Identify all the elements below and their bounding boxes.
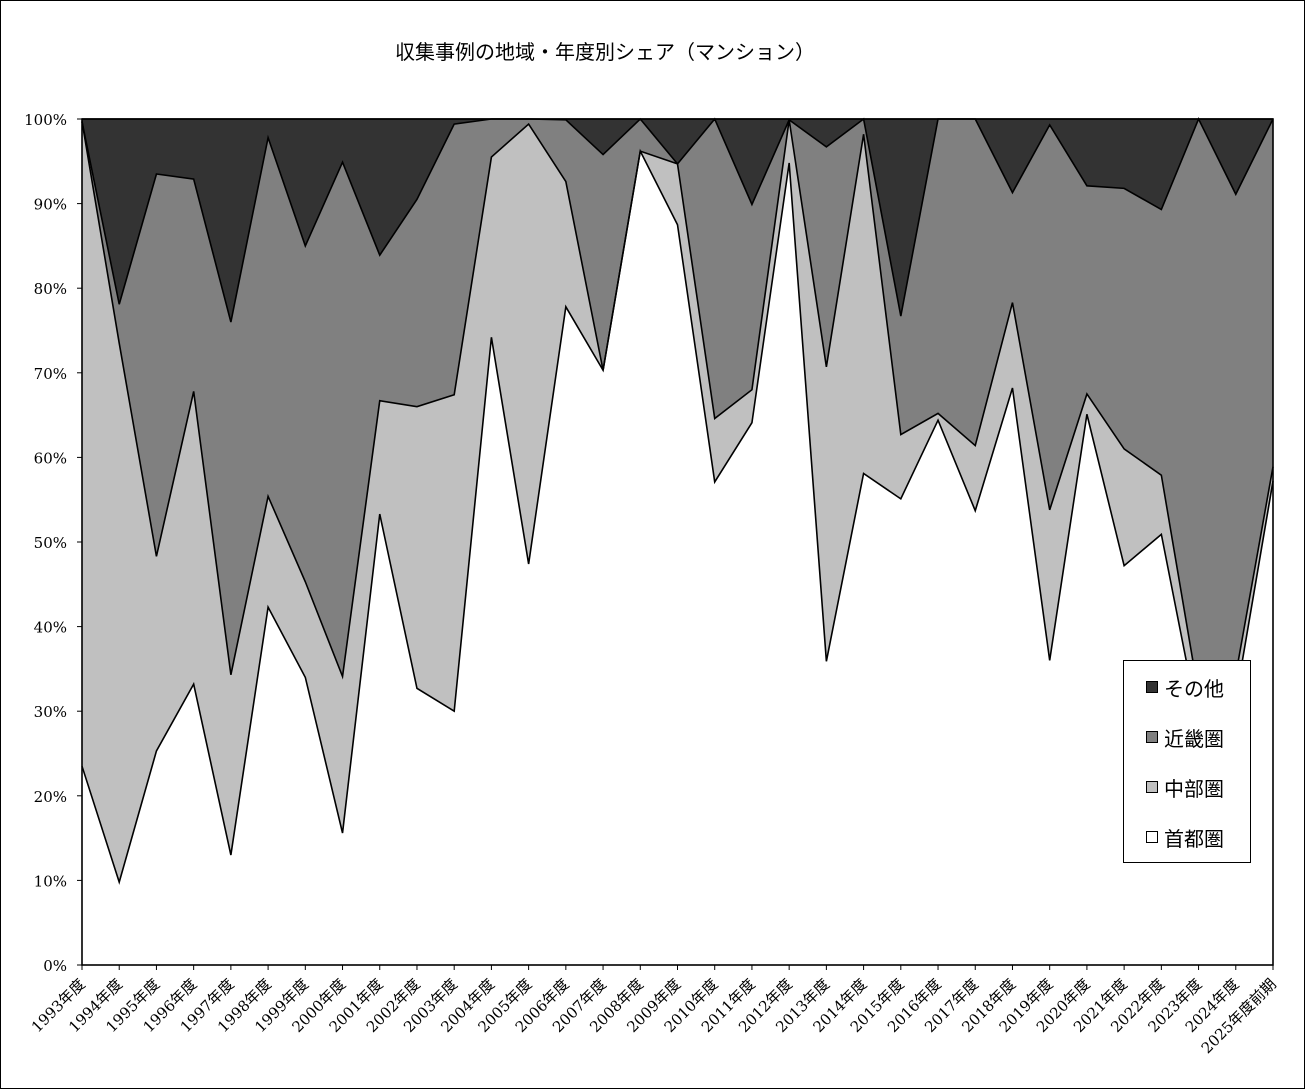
legend-item: 近畿圏 [1146,725,1224,751]
y-tick-label: 0% [43,957,67,975]
legend-label: 首都圏 [1164,826,1224,851]
area-首都圏 [82,151,1273,965]
legend-label: 中部圏 [1164,776,1224,801]
y-tick-label: 50% [34,534,67,552]
y-tick-label: 90% [34,196,67,214]
legend-item: 首都圏 [1146,825,1224,851]
legend-swatch [1146,681,1158,693]
area-その他 [82,119,1273,323]
area-中部圏 [82,119,1273,883]
legend-item: その他 [1146,675,1224,701]
y-tick-label: 100% [24,111,67,129]
y-tick-label: 10% [34,872,67,890]
chart-title: 収集事例の地域・年度別シェア（マンション） [395,40,815,64]
legend-label: 近畿圏 [1164,726,1224,751]
y-tick-label: 20% [34,788,67,806]
legend: その他近畿圏中部圏首都圏 [1123,660,1251,863]
legend-swatch [1146,831,1158,843]
legend-swatch [1146,781,1158,793]
y-tick-label: 60% [34,449,67,467]
y-tick-label: 70% [34,365,67,383]
legend-label: その他 [1164,676,1224,701]
y-tick-label: 80% [34,280,67,298]
y-tick-label: 30% [34,703,67,721]
y-tick-label: 40% [34,619,67,637]
area-近畿圏 [82,119,1273,695]
series-line-近畿圏 [81,117,1274,323]
legend-swatch [1146,731,1158,743]
legend-item: 中部圏 [1146,775,1224,801]
series-line-首都圏 [81,148,1274,885]
